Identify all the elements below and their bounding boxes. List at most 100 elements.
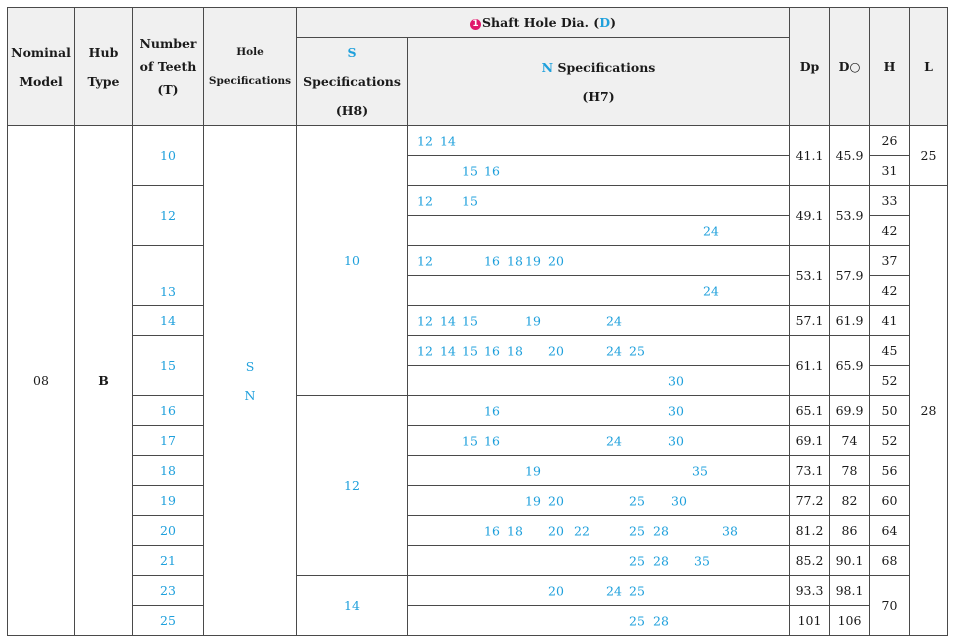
dp-cell: 101 [789,605,830,636]
n-spec-value: 12 [417,343,433,358]
s-spec-cell: 14 [296,575,408,636]
teeth-cell: 15 [132,335,204,396]
dp-cell: 57.1 [789,305,830,336]
header-do: D○ [829,7,870,126]
h-cell: 68 [869,545,910,576]
n-spec-value: 24 [606,313,622,328]
header-nominal-model: Nominal Model [7,7,75,126]
n-spec-value: 25 [629,583,645,598]
header-s-specifications: S Specifications (H8) [296,37,408,126]
l-cell: 25 [909,125,948,186]
n-spec-row: 20 24 25 [407,575,790,606]
n-spec-value: 16 [484,163,500,178]
n-spec-row: 12 14 15 16 18 20 24 25 [407,335,790,366]
h-cell: 50 [869,395,910,426]
h-cell: 45 [869,335,910,366]
n-spec-value: 24 [606,343,622,358]
n-spec-value: 30 [668,403,684,418]
n-spec-row: 12 15 [407,185,790,216]
n-spec-value: 12 [417,253,433,268]
teeth-cell: 23 [132,575,204,606]
nominal-model-cell: 08 [7,125,75,636]
do-cell: 98.1 [829,575,870,606]
n-spec-value: 28 [653,523,669,538]
n-spec-value: 38 [722,523,738,538]
h-cell: 52 [869,425,910,456]
do-cell: 45.9 [829,125,870,186]
n-spec-value: 24 [606,583,622,598]
n-spec-row: 19 35 [407,455,790,486]
n-spec-row: 12 14 [407,125,790,156]
n-spec-value: 20 [548,493,564,508]
dp-cell: 53.1 [789,245,830,306]
do-cell: 74 [829,425,870,456]
n-spec-value: 18 [507,253,523,268]
do-cell: 82 [829,485,870,516]
dp-cell: 69.1 [789,425,830,456]
teeth-cell: 12 [132,185,204,246]
n-spec-value: 15 [462,193,478,208]
n-spec-value: 15 [462,343,478,358]
n-spec-value: 19 [525,463,541,478]
n-spec-value: 19 [525,313,541,328]
n-spec-value: 15 [462,313,478,328]
n-spec-value: 30 [671,493,687,508]
n-spec-value: 16 [484,343,500,358]
number-one-badge-icon: 1 [470,19,481,30]
n-spec-value: 14 [440,133,456,148]
n-spec-row: 15 16 24 30 [407,425,790,456]
n-spec-value: 16 [484,403,500,418]
header-n-specifications: N Specifications (H7) [407,37,790,126]
h-cell: 64 [869,515,910,546]
h-cell: 56 [869,455,910,486]
n-spec-value: 30 [668,373,684,388]
n-spec-value: 25 [629,343,645,358]
do-cell: 53.9 [829,185,870,246]
teeth-cell: 10 [132,125,204,186]
n-spec-row: 12 14 15 19 24 [407,305,790,336]
dp-cell: 73.1 [789,455,830,486]
n-spec-value: 35 [694,553,710,568]
l-cell: 28 [909,185,948,636]
do-cell: 78 [829,455,870,486]
dp-cell: 65.1 [789,395,830,426]
n-spec-row: 25 28 35 [407,545,790,576]
n-spec-value: 16 [484,433,500,448]
teeth-cell: 20 [132,515,204,546]
dp-cell: 77.2 [789,485,830,516]
n-spec-value: 28 [653,613,669,628]
n-spec-value: 18 [507,523,523,538]
n-spec-value: 16 [484,253,500,268]
n-spec-value: 20 [548,343,564,358]
n-spec-row: 25 28 [407,605,790,636]
dp-cell: 85.2 [789,545,830,576]
n-spec-value: 24 [606,433,622,448]
n-spec-value: 25 [629,493,645,508]
h-cell: 41 [869,305,910,336]
teeth-cell: 17 [132,425,204,456]
dp-cell: 93.3 [789,575,830,606]
n-spec-row: 12 16 18 19 20 [407,245,790,276]
n-spec-value: 18 [507,343,523,358]
do-cell: 61.9 [829,305,870,336]
n-spec-value: 30 [668,433,684,448]
n-spec-value: 15 [462,433,478,448]
do-cell: 106 [829,605,870,636]
dp-cell: 41.1 [789,125,830,186]
header-h: H [869,7,910,126]
n-spec-value: 20 [548,523,564,538]
spec-table: Nominal Model Hub Type Number of Teeth (T) H… [7,7,948,636]
n-spec-row: 30 [407,365,790,396]
header-hub-type: Hub Type [74,7,133,126]
n-spec-row: 16 18 20 22 25 28 38 [407,515,790,546]
teeth-cell: 16 [132,395,204,426]
h-cell: 37 [869,245,910,276]
s-spec-cell: 10 [296,125,408,396]
h-cell: 42 [869,215,910,246]
teeth-cell: 25 [132,605,204,636]
n-spec-value: 19 [525,253,541,268]
n-spec-value: 14 [440,313,456,328]
n-spec-value: 24 [703,223,719,238]
n-spec-value: 25 [629,523,645,538]
